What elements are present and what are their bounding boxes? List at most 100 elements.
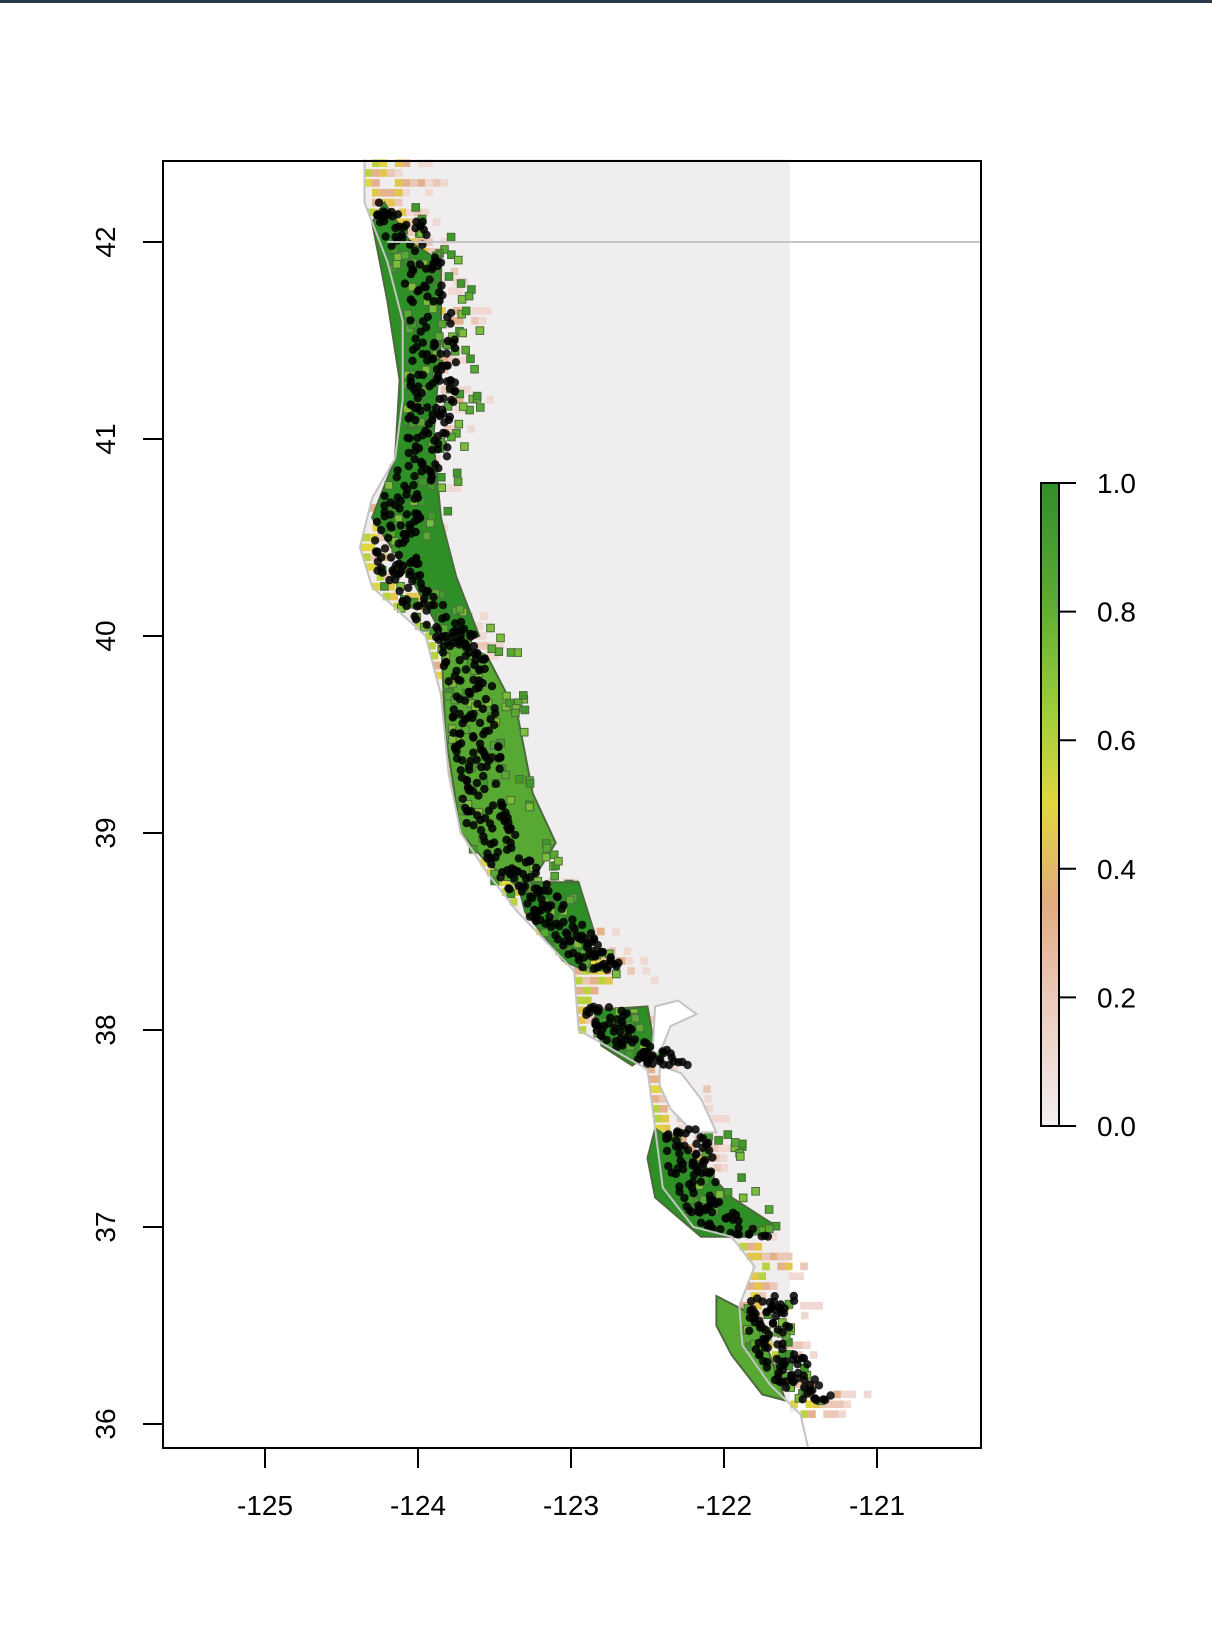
occurrence-point xyxy=(398,598,406,606)
raster-cell xyxy=(715,1115,723,1123)
raster-cell xyxy=(385,482,393,490)
raster-cell xyxy=(660,1105,668,1113)
occurrence-point xyxy=(395,551,403,559)
occurrence-point xyxy=(773,1340,781,1348)
occurrence-point xyxy=(771,1376,779,1384)
occurrence-point xyxy=(619,1012,627,1020)
raster-cell xyxy=(520,692,528,700)
raster-cell xyxy=(403,189,411,197)
occurrence-point xyxy=(401,279,409,287)
raster-cell xyxy=(766,1225,774,1233)
occurrence-point xyxy=(397,497,405,505)
occurrence-point xyxy=(769,1320,777,1328)
raster-cell xyxy=(715,1137,723,1145)
raster-cell xyxy=(831,1410,839,1418)
x-tick-label: -125 xyxy=(237,1490,293,1521)
occurrence-point xyxy=(490,704,498,712)
occurrence-point xyxy=(432,623,440,631)
raster-cell xyxy=(381,583,389,591)
occurrence-point xyxy=(418,431,426,439)
occurrence-point xyxy=(437,281,445,289)
occurrence-point xyxy=(473,811,481,819)
occurrence-point xyxy=(664,1130,672,1138)
occurrence-point xyxy=(685,1125,693,1133)
occurrence-point xyxy=(442,362,450,370)
occurrence-point xyxy=(491,853,499,861)
raster-cell xyxy=(542,853,550,861)
occurrence-point xyxy=(393,466,401,474)
occurrence-point xyxy=(496,813,504,821)
raster-cell xyxy=(387,189,395,197)
occurrence-point xyxy=(684,1146,692,1154)
occurrence-point xyxy=(417,458,425,466)
raster-cell xyxy=(425,189,433,197)
occurrence-point xyxy=(663,1147,671,1155)
occurrence-point xyxy=(456,656,464,664)
occurrence-point xyxy=(456,676,464,684)
occurrence-point xyxy=(692,1140,700,1148)
occurrence-point xyxy=(444,638,452,646)
occurrence-point xyxy=(732,1211,740,1219)
occurrence-point xyxy=(518,883,526,891)
raster-cell xyxy=(444,507,452,515)
raster-cell xyxy=(864,1391,872,1399)
occurrence-point xyxy=(409,298,417,306)
occurrence-point xyxy=(433,365,441,373)
raster-cell xyxy=(423,532,431,540)
raster-cell xyxy=(808,1302,816,1310)
occurrence-point xyxy=(425,420,433,428)
raster-cell xyxy=(459,329,467,337)
y-tick-label: 40 xyxy=(90,620,121,651)
occurrence-point xyxy=(483,854,491,862)
occurrence-point xyxy=(648,1060,656,1068)
raster-cell xyxy=(436,333,444,341)
occurrence-point xyxy=(465,786,473,794)
raster-cell xyxy=(643,967,651,975)
raster-cell xyxy=(456,605,464,613)
raster-cell xyxy=(738,1174,746,1182)
raster-cell xyxy=(438,484,446,492)
raster-cell xyxy=(372,189,380,197)
raster-cell xyxy=(747,1243,755,1251)
occurrence-point xyxy=(676,1129,684,1137)
occurrence-point xyxy=(481,655,489,663)
occurrence-point xyxy=(690,1171,698,1179)
occurrence-point xyxy=(388,212,396,220)
occurrence-point xyxy=(689,1159,697,1167)
occurrence-point xyxy=(380,492,388,500)
occurrence-point xyxy=(414,515,422,523)
raster-cell xyxy=(455,420,463,428)
occurrence-point xyxy=(424,587,432,595)
occurrence-point xyxy=(665,1061,673,1069)
occurrence-point xyxy=(708,1153,716,1161)
raster-cell xyxy=(737,1153,745,1161)
occurrence-point xyxy=(429,354,437,362)
occurrence-point xyxy=(384,534,392,542)
occurrence-point xyxy=(672,1136,680,1144)
occurrence-point xyxy=(413,602,421,610)
occurrence-point xyxy=(386,510,394,518)
occurrence-point xyxy=(543,880,551,888)
raster-cell xyxy=(625,957,633,965)
occurrence-point xyxy=(414,494,422,502)
raster-cell xyxy=(555,857,563,865)
x-tick-label: -122 xyxy=(696,1490,752,1521)
raster-cell xyxy=(520,728,528,736)
occurrence-point xyxy=(386,498,394,506)
raster-cell xyxy=(447,233,455,241)
occurrence-point xyxy=(526,873,534,881)
occurrence-point xyxy=(420,225,428,233)
occurrence-point xyxy=(439,601,447,609)
occurrence-point xyxy=(443,313,451,321)
occurrence-point xyxy=(496,765,504,773)
occurrence-point xyxy=(404,414,412,422)
occurrence-point xyxy=(507,824,515,832)
y-tick-label: 38 xyxy=(90,1014,121,1045)
raster-cell xyxy=(487,624,495,632)
raster-cell xyxy=(401,252,409,260)
occurrence-point xyxy=(443,452,451,460)
occurrence-point xyxy=(463,819,471,827)
raster-cell xyxy=(410,179,418,187)
x-axis: -125 -124 -123 -122 -121 xyxy=(237,1448,905,1521)
